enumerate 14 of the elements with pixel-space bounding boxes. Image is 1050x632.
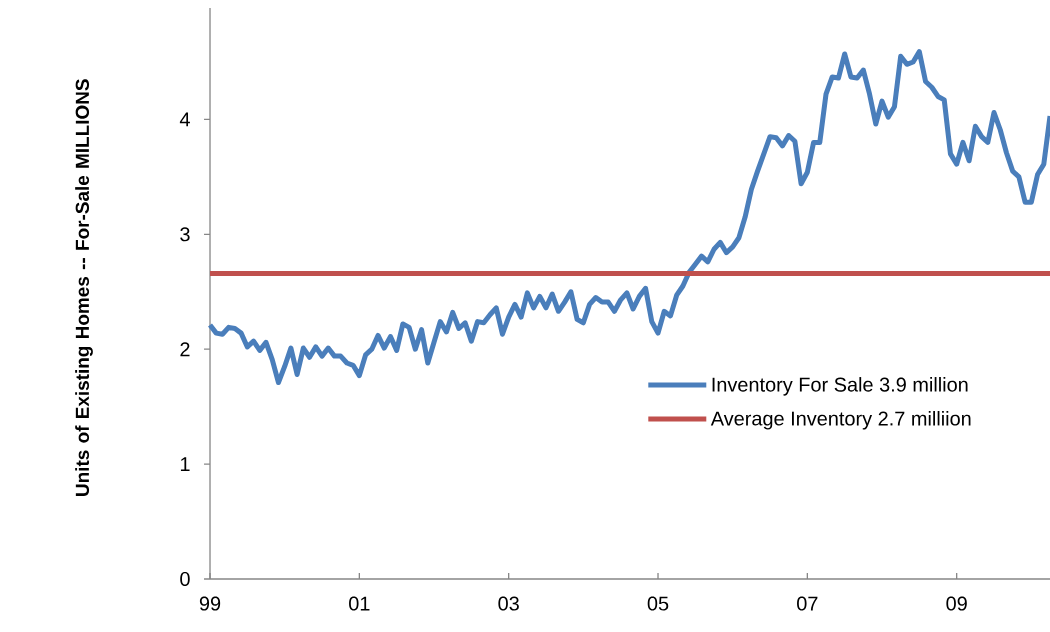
x-tick-label: 03	[498, 596, 519, 611]
y-tick-label: 1	[180, 457, 190, 471]
y-tick-label: 0	[180, 571, 190, 587]
x-tick-label: 09	[946, 596, 967, 611]
x-tick-label: 07	[797, 596, 818, 611]
legend-label: Inventory For Sale 3.9 million	[712, 377, 968, 396]
x-tick-label: 99	[199, 596, 221, 611]
legend-label: Average Inventory 2.7 milliion	[710, 410, 971, 430]
y-tick-label: 2	[180, 342, 190, 357]
x-tick-label: 05	[647, 596, 669, 611]
y-tick-label: 3	[180, 227, 190, 242]
y-tick-label: 4	[179, 112, 190, 127]
y-axis-title: Units of Existing Homes -- For-Sale MILLIONS	[75, 79, 93, 496]
x-tick-label: 01	[349, 596, 370, 611]
